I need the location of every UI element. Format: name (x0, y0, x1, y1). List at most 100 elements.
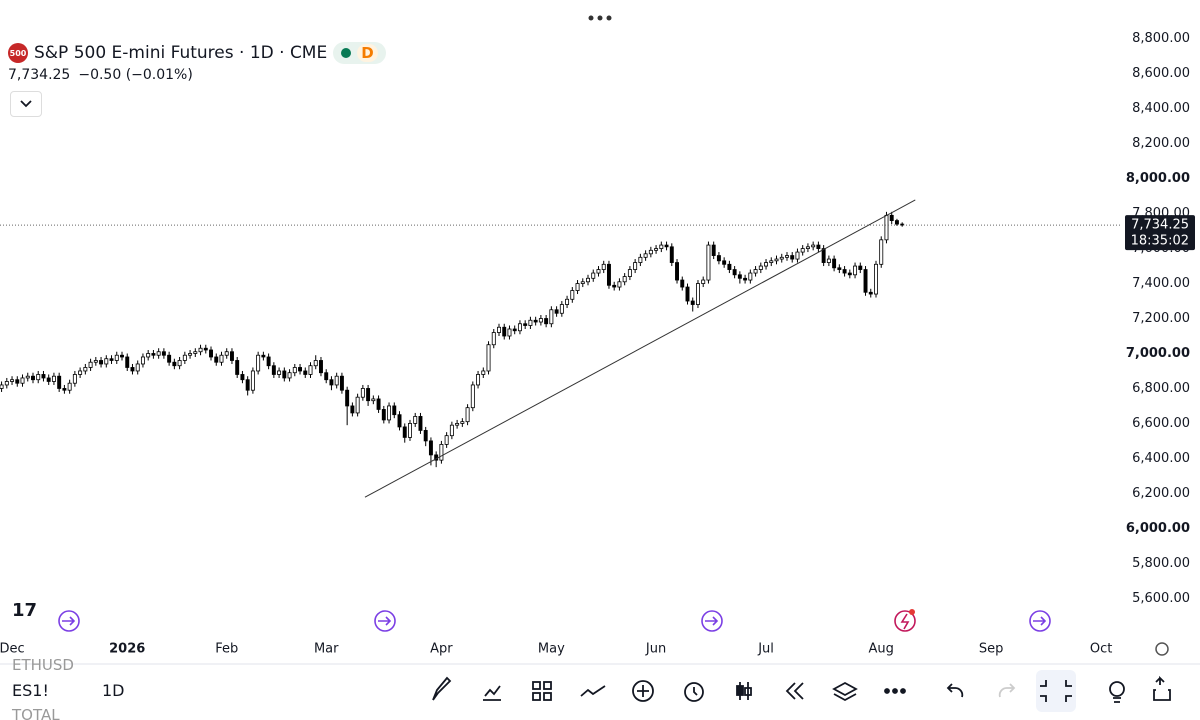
candle-body (894, 220, 899, 225)
candle-body (371, 398, 376, 402)
candle-body (36, 374, 41, 381)
candle-body (486, 344, 491, 372)
candle-body (266, 356, 271, 367)
candle-body (88, 361, 93, 368)
candle-body (612, 284, 617, 288)
candle-body (753, 269, 758, 274)
candle-body (690, 300, 695, 305)
candle-body (292, 367, 297, 374)
candle-body (570, 290, 575, 300)
candle-body (156, 351, 161, 356)
candle-body (114, 354, 119, 361)
candle-body (769, 260, 774, 263)
candle-body (460, 421, 465, 424)
candle-body (879, 239, 884, 265)
candle-body (826, 258, 831, 263)
candle-body (172, 361, 177, 367)
candle-body (198, 347, 203, 353)
candle-body (648, 249, 653, 255)
market-dot (341, 48, 352, 58)
toolbar-icons[interactable] (432, 670, 1171, 712)
y-tick-label: 8,400.00 (1132, 101, 1190, 116)
candle-body (397, 414, 402, 428)
candle-body (748, 272, 753, 281)
candle-body (130, 367, 135, 372)
candle-body (256, 354, 261, 372)
candle-body (339, 375, 344, 391)
y-tick-label: 6,600.00 (1132, 416, 1190, 431)
candle-body (538, 318, 543, 323)
candle-body (182, 354, 187, 361)
candle-body (889, 214, 894, 221)
next-symbol[interactable]: TOTAL (12, 706, 60, 720)
toolbar-interval[interactable]: 1D (102, 681, 125, 700)
event-icons[interactable] (58, 610, 1051, 632)
candle-body (533, 319, 538, 323)
candle-body (863, 269, 868, 293)
symbol-header[interactable]: 500 S&P 500 E-mini Futures · 1D · CME D (8, 42, 386, 64)
candle-body (418, 416, 423, 431)
y-tick-label: 6,800.00 (1132, 381, 1190, 396)
candle-body (884, 214, 889, 241)
y-tick-label: 8,200.00 (1132, 136, 1190, 151)
candle-body (507, 328, 512, 337)
candle-body (523, 323, 528, 326)
more-dots[interactable] (588, 15, 612, 21)
candle-body (832, 258, 837, 269)
settings-icon[interactable] (1155, 642, 1169, 656)
x-tick-label: Jun (645, 642, 666, 657)
candle-body (449, 424, 454, 437)
candle-body (722, 260, 727, 265)
y-tick-label: 6,200.00 (1132, 486, 1190, 501)
candle-body (821, 248, 826, 263)
candle-body (659, 244, 664, 249)
candle-body (413, 416, 418, 424)
candle-body (858, 265, 863, 270)
tv-logo[interactable]: 17 (12, 600, 37, 621)
toolbar-symbol[interactable]: ES1! (12, 681, 49, 700)
candle-body (355, 396, 360, 414)
candle-body (596, 269, 601, 274)
candle-body (622, 276, 627, 283)
candle-body (250, 370, 255, 391)
symbol-logo: 500 (8, 43, 28, 63)
candle-body (774, 258, 779, 262)
x-tick-label: Dec (0, 642, 25, 657)
candle-body (387, 405, 392, 421)
candle-body (481, 370, 486, 375)
trendline (364, 199, 916, 498)
candle-body (240, 374, 245, 381)
candle-body (319, 360, 323, 374)
candle-body (99, 360, 104, 365)
status-pill[interactable]: D (333, 42, 386, 64)
candle-body (470, 384, 475, 409)
x-tick-label: 2026 (109, 642, 145, 657)
candle-body (491, 332, 496, 346)
candle-body (497, 326, 501, 333)
prev-symbol[interactable]: ETHUSD (12, 656, 74, 674)
candle-body (874, 263, 878, 295)
candle-body (366, 388, 371, 402)
candle-body (329, 379, 334, 386)
collapse-button[interactable] (10, 91, 42, 117)
candle-body (83, 367, 88, 372)
candle-body (785, 255, 789, 258)
candle-body (706, 244, 711, 281)
candle-body (287, 372, 292, 379)
candle-body (57, 375, 62, 389)
candle-body (62, 388, 67, 391)
candle-body (261, 354, 266, 358)
candle-body (664, 244, 669, 248)
candle-body (423, 430, 428, 442)
candle-body (135, 363, 140, 372)
candle-body (837, 267, 842, 270)
candle-body (308, 365, 313, 375)
y-tick-label: 7,400.00 (1132, 276, 1190, 291)
candle-body (696, 283, 700, 305)
symbol-title: S&P 500 E-mini Futures · 1D · CME (34, 43, 328, 63)
candle-body (120, 354, 124, 358)
candle-body (0, 384, 4, 389)
candle-body (303, 370, 308, 375)
x-tick-label: Apr (430, 642, 453, 657)
